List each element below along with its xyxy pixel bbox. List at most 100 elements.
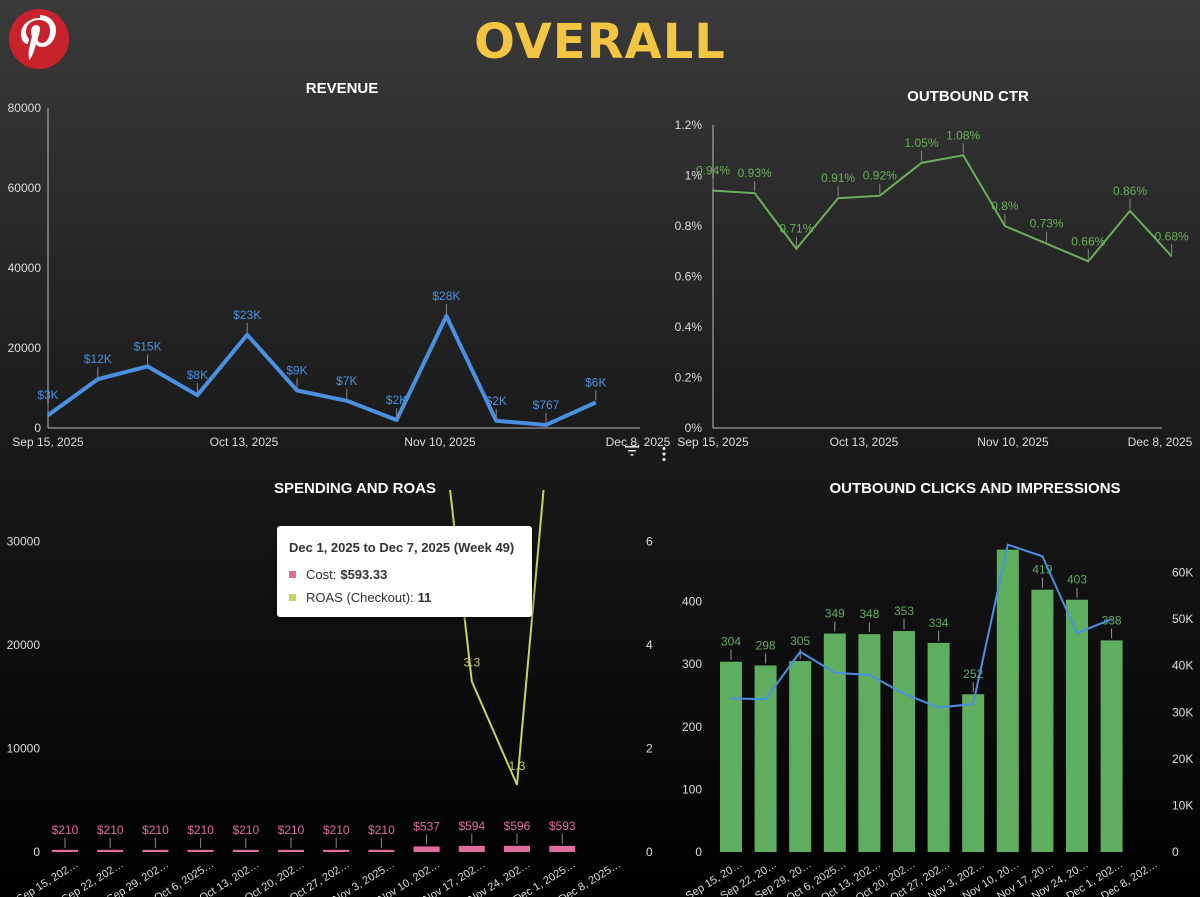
clicks-data-label: 298 xyxy=(756,638,776,652)
ctr-ytick: 0.8% xyxy=(675,219,703,233)
ctr-data-label: 0.91% xyxy=(821,171,855,185)
ctr-line xyxy=(712,154,1173,263)
clicks-bar[interactable] xyxy=(927,642,950,852)
cost-data-label: $593 xyxy=(549,819,576,833)
roas-ytick: 0 xyxy=(646,845,653,859)
page-title: OVERALL xyxy=(474,14,726,70)
clicks-bar[interactable] xyxy=(789,661,812,852)
cost-data-label: $210 xyxy=(52,823,79,837)
impressions-line xyxy=(730,543,1112,709)
cost-bar[interactable] xyxy=(504,845,530,852)
revenue-data-label: $28K xyxy=(432,289,460,303)
cost-bar[interactable] xyxy=(278,849,304,852)
cost-bar[interactable] xyxy=(232,849,259,852)
ctr-data-label: 0.66% xyxy=(1071,234,1105,248)
roas-data-label: 1.3 xyxy=(509,759,526,773)
revenue-ytick: 40000 xyxy=(8,261,42,275)
tooltip-cost-label: Cost: xyxy=(306,567,337,582)
more-vert-icon[interactable] xyxy=(660,446,668,465)
ctr-xtick: Sep 15, 2025 xyxy=(677,435,749,449)
clicks-ytick: 200 xyxy=(682,720,702,734)
ctr-data-label: 0.71% xyxy=(779,222,813,236)
revenue-ytick: 60000 xyxy=(8,181,42,195)
pinterest-logo-icon xyxy=(9,9,69,69)
ctr-data-label: 0.92% xyxy=(863,169,897,183)
cost-swatch xyxy=(289,571,296,578)
ctr-ytick: 1% xyxy=(685,169,703,183)
tooltip-cost-value: $593.33 xyxy=(340,567,388,582)
spending-ytick: 30000 xyxy=(7,535,41,549)
revenue-data-label: $2K xyxy=(386,393,407,407)
cost-bar[interactable] xyxy=(413,846,440,852)
roas-ytick: 6 xyxy=(646,535,653,549)
clicks-bar[interactable] xyxy=(1100,640,1123,852)
impressions-ytick: 30K xyxy=(1172,705,1193,719)
revenue-data-label: $6K xyxy=(585,375,606,389)
tooltip-cost-row: Cost: $593.33 xyxy=(289,567,387,582)
clicks-bar[interactable] xyxy=(1031,589,1054,852)
tooltip-roas-row: ROAS (Checkout): 11 xyxy=(289,590,431,605)
clicks-title: OUTBOUND CLICKS AND IMPRESSIONS xyxy=(829,480,1120,497)
roas-ytick: 2 xyxy=(646,742,653,756)
ctr-ytick: 0.2% xyxy=(675,371,703,385)
clicks-bar[interactable] xyxy=(996,549,1019,852)
cost-bar[interactable] xyxy=(323,849,350,852)
impressions-ytick: 10K xyxy=(1172,798,1193,812)
clicks-ytick: 0 xyxy=(695,845,702,859)
roas-line xyxy=(449,490,545,786)
cost-bar[interactable] xyxy=(368,849,395,852)
clicks-data-label: 304 xyxy=(721,635,741,649)
cost-data-label: $210 xyxy=(232,823,259,837)
ctr-data-label: 1.08% xyxy=(946,128,980,142)
roas-data-label: 3.3 xyxy=(463,655,480,669)
cost-bar[interactable] xyxy=(97,849,124,852)
revenue-data-label: $23K xyxy=(233,308,261,322)
clicks-bar[interactable] xyxy=(962,694,985,852)
clicks-data-label: 338 xyxy=(1102,613,1122,627)
revenue-ytick: 80000 xyxy=(8,101,42,115)
ctr-ytick: 0.6% xyxy=(675,270,703,284)
revenue-data-label: $2K xyxy=(486,394,507,408)
ctr-ytick: 0% xyxy=(685,421,703,435)
revenue-data-label: $9K xyxy=(286,363,307,377)
revenue-line xyxy=(46,314,597,427)
ctr-xtick: Nov 10, 2025 xyxy=(977,435,1049,449)
cost-data-label: $210 xyxy=(187,823,214,837)
cost-data-label: $210 xyxy=(278,823,305,837)
cost-bar[interactable] xyxy=(187,849,214,852)
revenue-ytick: 20000 xyxy=(8,341,42,355)
clicks-bar[interactable] xyxy=(1066,599,1088,852)
cost-bar[interactable] xyxy=(142,849,169,852)
clicks-bar[interactable] xyxy=(720,661,742,852)
clicks-bar[interactable] xyxy=(823,633,846,852)
revenue-data-label: $15K xyxy=(134,339,162,353)
impressions-ytick: 60K xyxy=(1172,566,1193,580)
cost-bar[interactable] xyxy=(458,845,485,852)
revenue-xtick: Sep 15, 2025 xyxy=(12,435,84,449)
ctr-data-label: 0.73% xyxy=(1030,217,1064,231)
revenue-xtick: Dec 8, 2025 xyxy=(606,435,671,449)
filter-icon[interactable] xyxy=(624,444,640,461)
spending-ytick: 20000 xyxy=(7,638,41,652)
cost-bar[interactable] xyxy=(549,845,576,852)
revenue-data-label: $767 xyxy=(533,398,560,412)
clicks-ytick: 100 xyxy=(682,782,702,796)
tooltip-roas-value: 11 xyxy=(417,590,432,605)
impressions-ytick: 50K xyxy=(1172,612,1193,626)
cost-data-label: $210 xyxy=(97,823,124,837)
ctr-xtick: Oct 13, 2025 xyxy=(830,435,899,449)
clicks-bar[interactable] xyxy=(858,634,881,852)
clicks-data-label: 334 xyxy=(929,616,949,630)
revenue-data-label: $3K xyxy=(37,388,58,402)
cost-bar[interactable] xyxy=(52,849,78,852)
ctr-data-label: 0.8% xyxy=(991,199,1019,213)
revenue-data-label: $12K xyxy=(84,352,112,366)
ctr-data-label: 0.93% xyxy=(738,166,772,180)
spending-ytick: 0 xyxy=(33,845,40,859)
clicks-bar[interactable] xyxy=(754,665,777,852)
clicks-bar[interactable] xyxy=(893,631,915,852)
